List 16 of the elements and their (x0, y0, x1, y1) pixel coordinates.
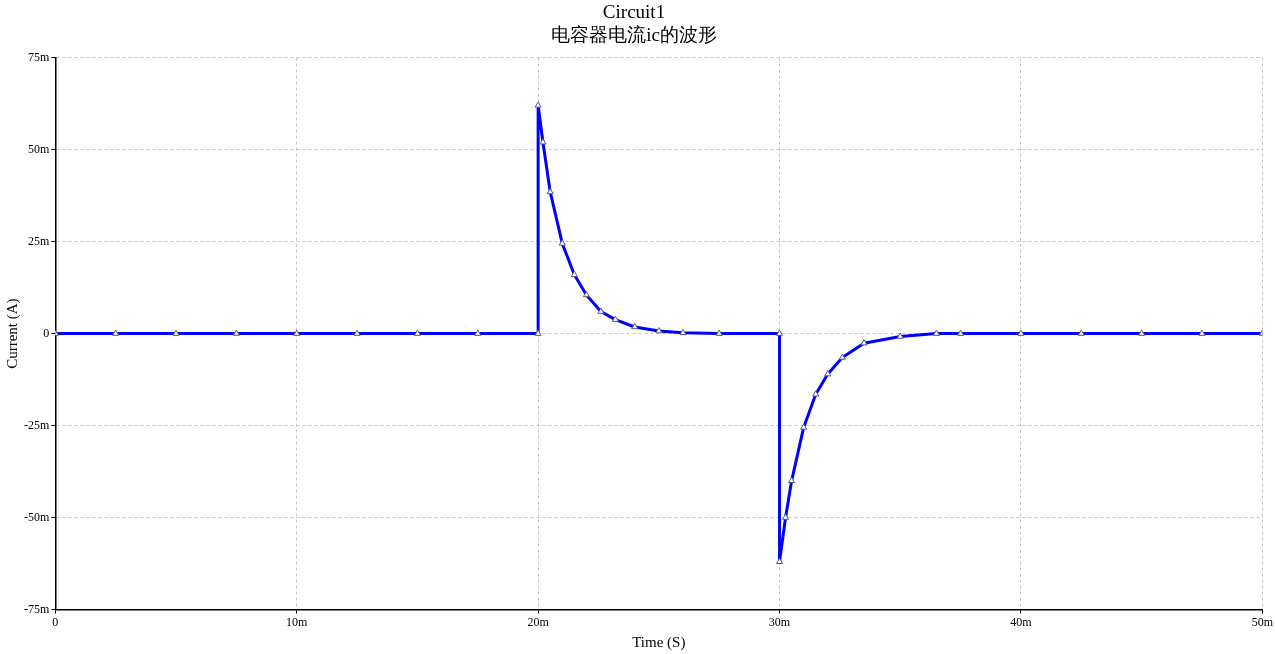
y-tick-label: 0 (43, 325, 50, 340)
x-tick-label: 10m (286, 614, 309, 629)
y-tick-label: 25m (27, 233, 50, 248)
x-tick-label: 50m (1251, 614, 1274, 629)
y-tick-label: -50m (23, 509, 50, 524)
x-tick-label: 20m (527, 614, 550, 629)
y-tick-label: -25m (23, 417, 50, 432)
chart-title: Circuit1 (602, 1, 666, 23)
y-tick-label: 75m (27, 49, 50, 64)
chart-subtitle: 电容器电流ic的波形 (551, 24, 717, 46)
y-tick-label: -75m (23, 601, 50, 616)
x-axis-title: Time (S) (632, 633, 686, 651)
x-tick-label: 40m (1010, 614, 1033, 629)
y-axis-title: Current (A) (3, 298, 21, 369)
y-tick-label: 50m (27, 141, 50, 156)
x-tick-label: 30m (768, 614, 791, 629)
